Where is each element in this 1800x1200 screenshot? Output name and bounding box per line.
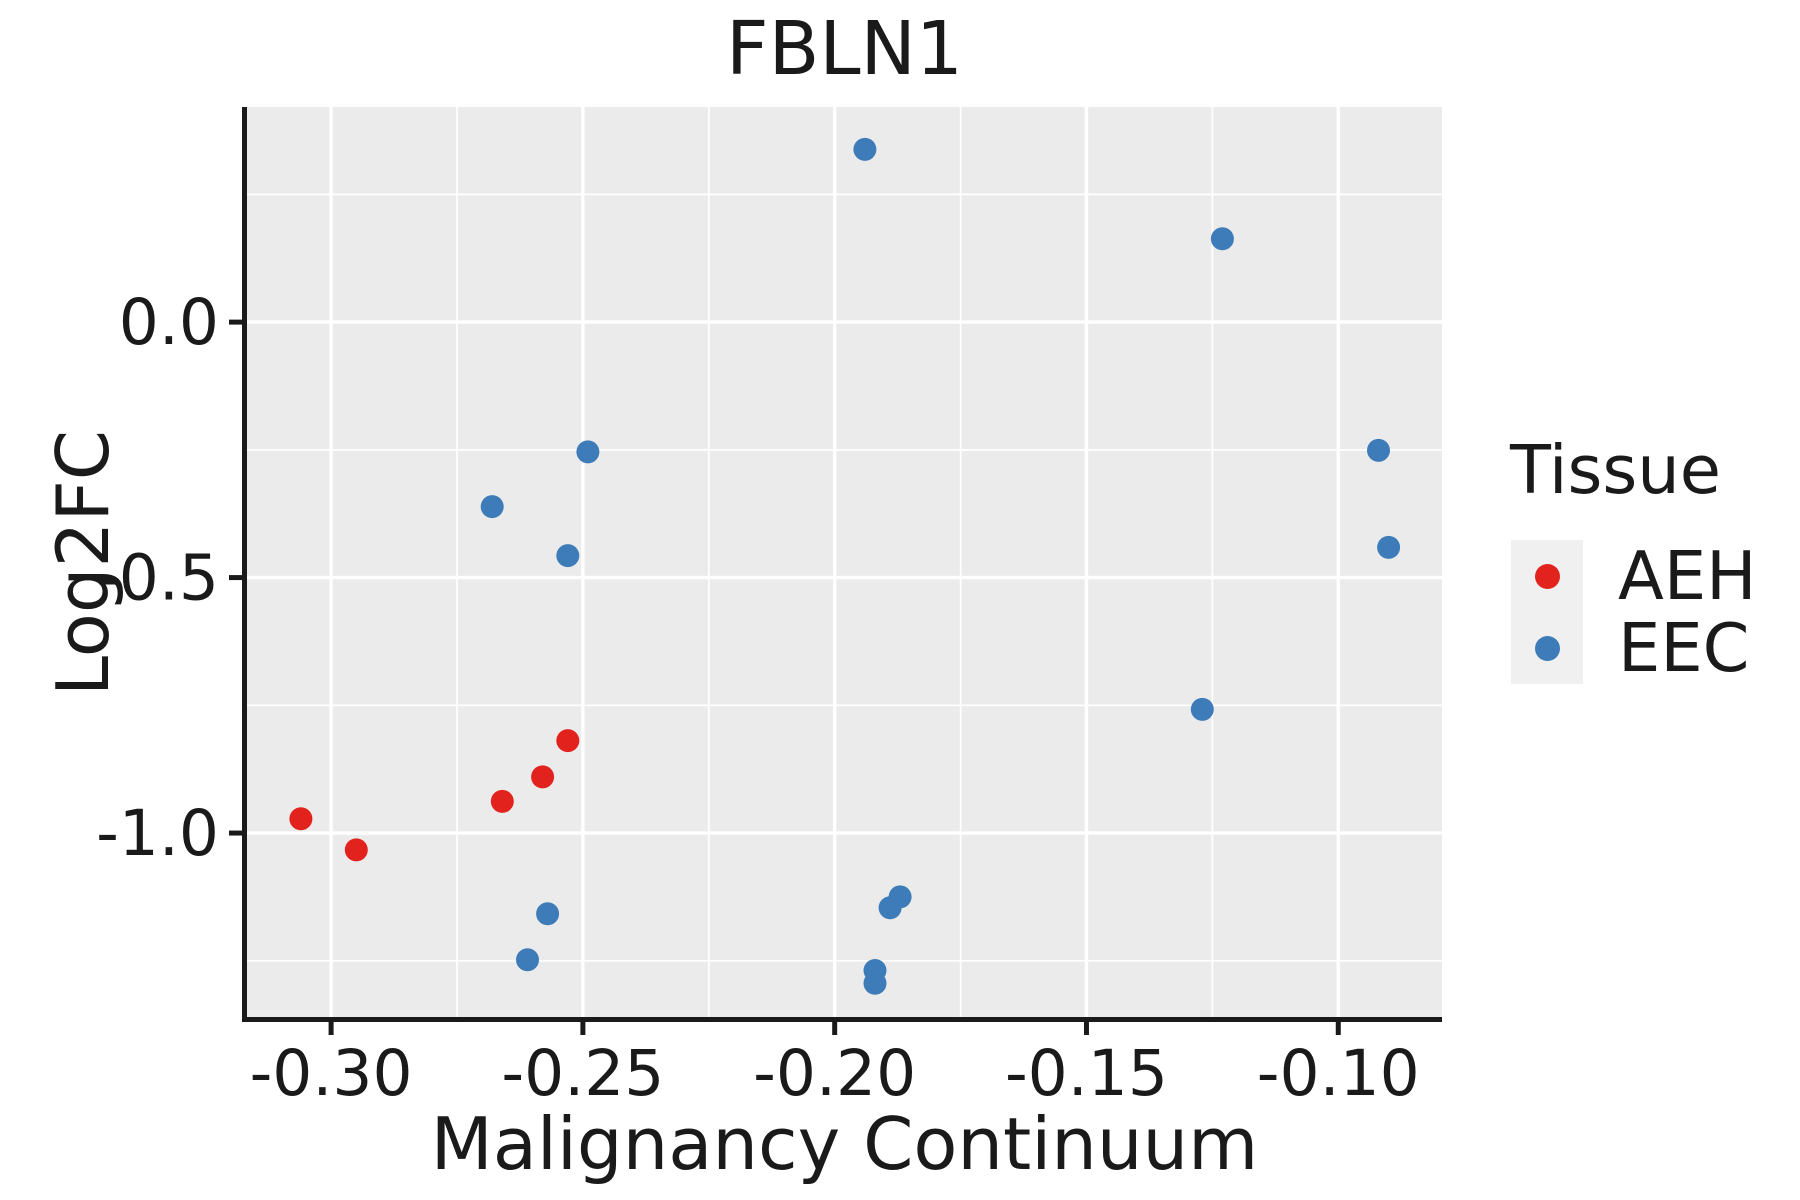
data-point-eec xyxy=(480,495,504,519)
data-point-aeh xyxy=(490,789,514,813)
legend-key xyxy=(1511,612,1583,684)
legend-title: Tissue xyxy=(1510,431,1721,509)
legend-key xyxy=(1511,540,1583,612)
legend-item-label: AEH xyxy=(1618,537,1757,615)
x-tick-label: -0.10 xyxy=(1257,1037,1420,1110)
data-point-eec xyxy=(1190,697,1214,721)
y-tick-label: 0.0 xyxy=(119,286,219,359)
data-point-eec xyxy=(853,137,877,161)
data-point-aeh xyxy=(289,807,313,831)
y-tick-label: -0.5 xyxy=(96,542,219,615)
y-tick-label: -1.0 xyxy=(96,797,219,870)
plot-panel xyxy=(247,107,1442,1017)
data-point-eec xyxy=(878,896,902,920)
data-point-aeh xyxy=(556,729,580,753)
legend-dot-icon xyxy=(1535,564,1560,589)
x-tick-label: -0.15 xyxy=(1005,1037,1168,1110)
x-axis-title: Malignancy Continuum xyxy=(430,1102,1259,1186)
legend: Tissue AEH EEC xyxy=(1510,430,1800,684)
x-tick-label: -0.25 xyxy=(501,1037,664,1110)
data-point-eec xyxy=(516,948,539,972)
data-point-eec xyxy=(536,902,560,926)
data-point-eec xyxy=(556,544,580,568)
legend-dot-icon xyxy=(1535,636,1560,661)
legend-item-eec: EEC xyxy=(1510,612,1800,684)
plot-title: FBLN1 xyxy=(726,6,963,92)
data-point-aeh xyxy=(344,838,368,862)
legend-item-label: EEC xyxy=(1618,609,1750,687)
x-tick-label: -0.20 xyxy=(753,1037,916,1110)
data-point-eec xyxy=(576,440,600,464)
legend-item-aeh: AEH xyxy=(1510,540,1800,612)
data-point-eec xyxy=(863,971,887,995)
data-point-eec xyxy=(1210,227,1234,251)
data-point-eec xyxy=(1377,535,1401,559)
data-point-aeh xyxy=(531,765,555,789)
legend-items: AEH EEC xyxy=(1510,540,1800,684)
x-tick-label: -0.30 xyxy=(250,1037,413,1110)
data-point-eec xyxy=(1367,438,1390,462)
y-axis-title: Log2FC xyxy=(41,429,125,697)
